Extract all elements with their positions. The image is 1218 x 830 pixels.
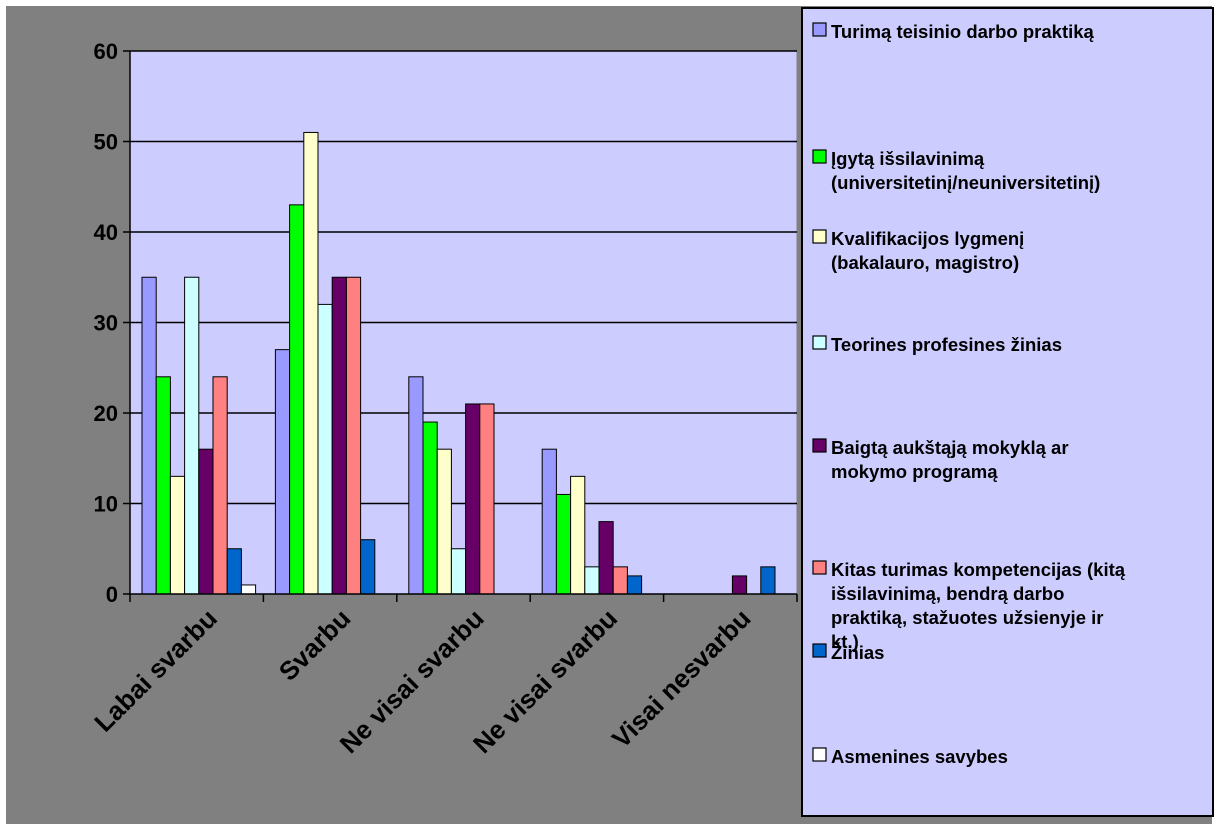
bar [345,276,362,595]
legend-label: Asmenines savybes [831,746,1008,767]
bar [612,566,628,595]
x-category-label: Labai svarbu [88,603,223,738]
bar [598,521,614,595]
legend-label: praktiką, stažuotes užsienyje ir [831,607,1103,628]
bar [212,376,228,595]
bar [226,548,242,595]
legend-label: Įgytą išsilavinimą [831,148,985,169]
legend-label: (universitetinį/neuniversitetinį) [831,172,1100,193]
y-tick-label: 60 [94,39,118,64]
legend-label: (bakalauro, magistro) [831,252,1019,273]
legend-swatch [812,335,827,350]
bar [408,376,424,595]
legend-swatch [812,229,827,244]
bar [360,539,376,595]
bar [317,303,333,595]
legend-swatch [812,149,827,164]
bar [479,403,495,595]
legend-label: išsilavinimą, bendrą darbo [831,583,1064,604]
bars [141,131,776,595]
legend-swatch [812,22,827,37]
legend-label: Žinias [831,642,884,663]
legend-label: mokymo programą [831,461,998,482]
bar [555,493,572,595]
legend-swatch [812,560,827,575]
y-tick-label: 40 [94,220,118,245]
legend-label: kt.) [831,631,859,652]
bar [289,204,305,595]
legend-swatch [812,438,827,453]
legend-swatch [812,643,827,658]
legend-label: Kvalifikacijos lygmenį [831,228,1024,249]
bar [450,548,467,595]
bar [760,566,776,595]
legend-label: Turimą teisinio darbo praktiką [831,21,1095,42]
y-tick-label: 20 [94,401,118,426]
y-tick-label: 50 [94,130,118,155]
legend-label: Baigtą aukštąją mokyklą ar [831,437,1069,458]
bar [155,376,171,595]
bar [240,584,257,595]
bar [436,448,452,595]
bar [422,421,438,595]
bar [198,448,214,595]
bar [169,475,186,595]
bar [274,349,291,595]
x-category-label: Ne visai svarbu [467,603,623,759]
legend-label: Teorines profesines žinias [831,334,1062,355]
gridlines [130,50,797,505]
x-category-label: Ne visai svarbu [334,603,490,759]
bar [331,276,347,595]
y-tick-labels: 0 10 20 30 40 50 60 [94,39,118,607]
bar [303,131,319,595]
x-category-label: Svarbu [273,603,357,687]
bar [465,403,481,595]
y-tick-label: 10 [94,492,118,517]
y-tick-label: 30 [94,311,118,336]
bar [626,575,643,595]
legend-swatch [812,747,827,762]
bar [184,276,200,595]
legend-label: Kitas turimas kompetencijas (kitą [831,559,1126,580]
legend-box [801,7,1214,817]
legend: Turimą teisinio darbo praktiką Įgytą išsi… [812,21,1126,767]
bar [731,575,748,595]
bar [584,566,600,595]
y-tick-label: 0 [106,582,118,607]
x-category-label: Visai nesvarbu [606,603,757,754]
bar [541,448,557,595]
bar [141,276,157,595]
axes [123,50,798,602]
bar [570,475,586,595]
